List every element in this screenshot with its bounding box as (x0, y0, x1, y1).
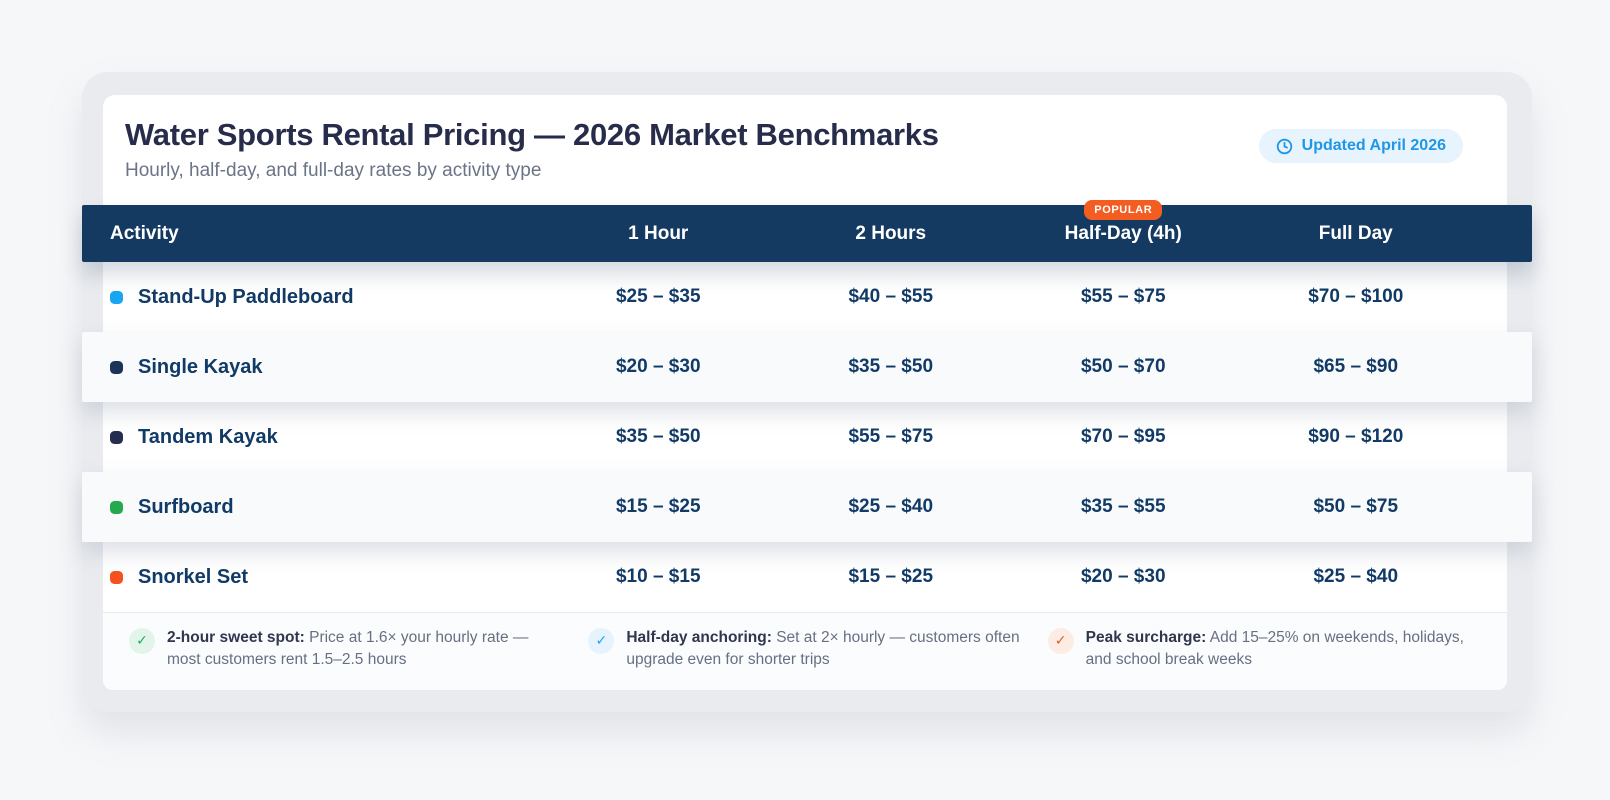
price-2-hours: $15 – $25 (848, 566, 934, 587)
price-1-hour: $20 – $30 (615, 356, 701, 377)
footnote-sweet-spot: ✓ 2-hour sweet spot: Price at 1.6× your … (129, 627, 562, 690)
check-icon: ✓ (1047, 628, 1074, 654)
activity-dot-icon (110, 360, 123, 374)
footnote-label: Half-day anchoring: (626, 629, 772, 646)
card-header: Water Sports Rental Pricing — 2026 Marke… (103, 95, 1507, 205)
activity-name: Single Kayak (138, 355, 263, 378)
activity-cell: Single Kayak (82, 356, 542, 379)
column-header-2-hours: 2 Hours (855, 222, 927, 244)
table-body: Stand-Up Paddleboard $25 – $35 $40 – $55… (82, 262, 1532, 612)
table-row-single-kayak: Single Kayak $20 – $30 $35 – $50 $50 – $… (82, 332, 1532, 402)
price-1-hour: $35 – $50 (615, 426, 701, 447)
price-2-hours: $55 – $75 (848, 426, 934, 447)
page-subtitle: Hourly, half-day, and full-day rates by … (125, 160, 542, 181)
heading-block: Water Sports Rental Pricing — 2026 Marke… (125, 117, 939, 182)
price-full-day: $50 – $75 (1313, 496, 1399, 517)
price-half-day: $35 – $55 (1080, 496, 1166, 517)
price-half-day: $55 – $75 (1080, 286, 1166, 307)
price-1-hour: $15 – $25 (615, 496, 701, 517)
column-header-half-day-label: Half-Day (4h) (1064, 222, 1182, 244)
column-header-full-day: Full Day (1318, 222, 1393, 244)
column-header-half-day: POPULAR Half-Day (4h) (1007, 199, 1240, 245)
footnote-label: 2-hour sweet spot: (167, 629, 305, 646)
table-row-stand-up-paddleboard: Stand-Up Paddleboard $25 – $35 $40 – $55… (82, 262, 1532, 332)
price-half-day: $70 – $95 (1080, 426, 1166, 447)
activity-name: Tandem Kayak (138, 425, 278, 448)
popular-badge: POPULAR (1084, 199, 1163, 220)
footnote-body: Price at 1.6× your hourly rate — most cu… (167, 629, 529, 668)
price-half-day: $20 – $30 (1080, 566, 1166, 587)
price-half-day: $50 – $70 (1080, 356, 1166, 377)
footnote-label: Peak surcharge: (1085, 629, 1207, 646)
footnote-text: Half-day anchoring: Set at 2× hourly — c… (626, 627, 1021, 671)
activity-dot-icon (110, 430, 123, 444)
price-2-hours: $40 – $55 (848, 286, 934, 307)
price-full-day: $65 – $90 (1313, 356, 1399, 377)
check-icon: ✓ (129, 628, 155, 654)
check-icon: ✓ (588, 628, 615, 654)
clock-icon (1276, 138, 1292, 154)
footnote-half-day-anchoring: ✓ Half-day anchoring: Set at 2× hourly —… (588, 627, 1021, 690)
activity-cell: Surfboard (82, 496, 542, 519)
activity-cell: Stand-Up Paddleboard (82, 286, 542, 309)
footnotes-bar: ✓ 2-hour sweet spot: Price at 1.6× your … (103, 612, 1507, 690)
updated-badge: Updated April 2026 (1258, 129, 1463, 163)
activity-cell: Snorkel Set (82, 566, 542, 589)
column-header-1-hour: 1 Hour (628, 222, 689, 244)
table-header-row: Activity 1 Hour 2 Hours POPULAR Half-Day… (82, 199, 1532, 262)
price-full-day: $25 – $40 (1313, 566, 1399, 587)
activity-cell: Tandem Kayak (82, 426, 542, 449)
price-2-hours: $35 – $50 (848, 356, 934, 377)
page-title: Water Sports Rental Pricing — 2026 Marke… (125, 117, 939, 152)
activity-dot-icon (110, 290, 123, 304)
column-header-activity: Activity (110, 222, 179, 244)
table-row-tandem-kayak: Tandem Kayak $35 – $50 $55 – $75 $70 – $… (82, 402, 1532, 472)
price-1-hour: $10 – $15 (615, 566, 701, 587)
footnote-body: Set at 2× hourly — customers often upgra… (626, 629, 1020, 668)
table-row-surfboard: Surfboard $15 – $25 $25 – $40 $35 – $55 … (82, 472, 1532, 542)
footnote-peak-surcharge: ✓ Peak surcharge: Add 15–25% on weekends… (1047, 627, 1481, 690)
price-full-day: $70 – $100 (1308, 286, 1404, 307)
activity-name: Stand-Up Paddleboard (138, 285, 354, 308)
table-row-snorkel-set: Snorkel Set $10 – $15 $15 – $25 $20 – $3… (82, 542, 1532, 612)
footnote-text: 2-hour sweet spot: Price at 1.6× your ho… (167, 627, 562, 671)
updated-badge-label: Updated April 2026 (1301, 137, 1446, 154)
price-full-day: $90 – $120 (1308, 426, 1404, 447)
activity-dot-icon (110, 570, 123, 584)
price-2-hours: $25 – $40 (848, 496, 934, 517)
footnote-body: Add 15–25% on weekends, holidays, and sc… (1085, 629, 1464, 668)
activity-dot-icon (110, 500, 123, 514)
price-1-hour: $25 – $35 (615, 286, 701, 307)
activity-name: Snorkel Set (138, 565, 249, 588)
activity-name: Surfboard (138, 495, 234, 518)
footnote-text: Peak surcharge: Add 15–25% on weekends, … (1086, 627, 1481, 671)
